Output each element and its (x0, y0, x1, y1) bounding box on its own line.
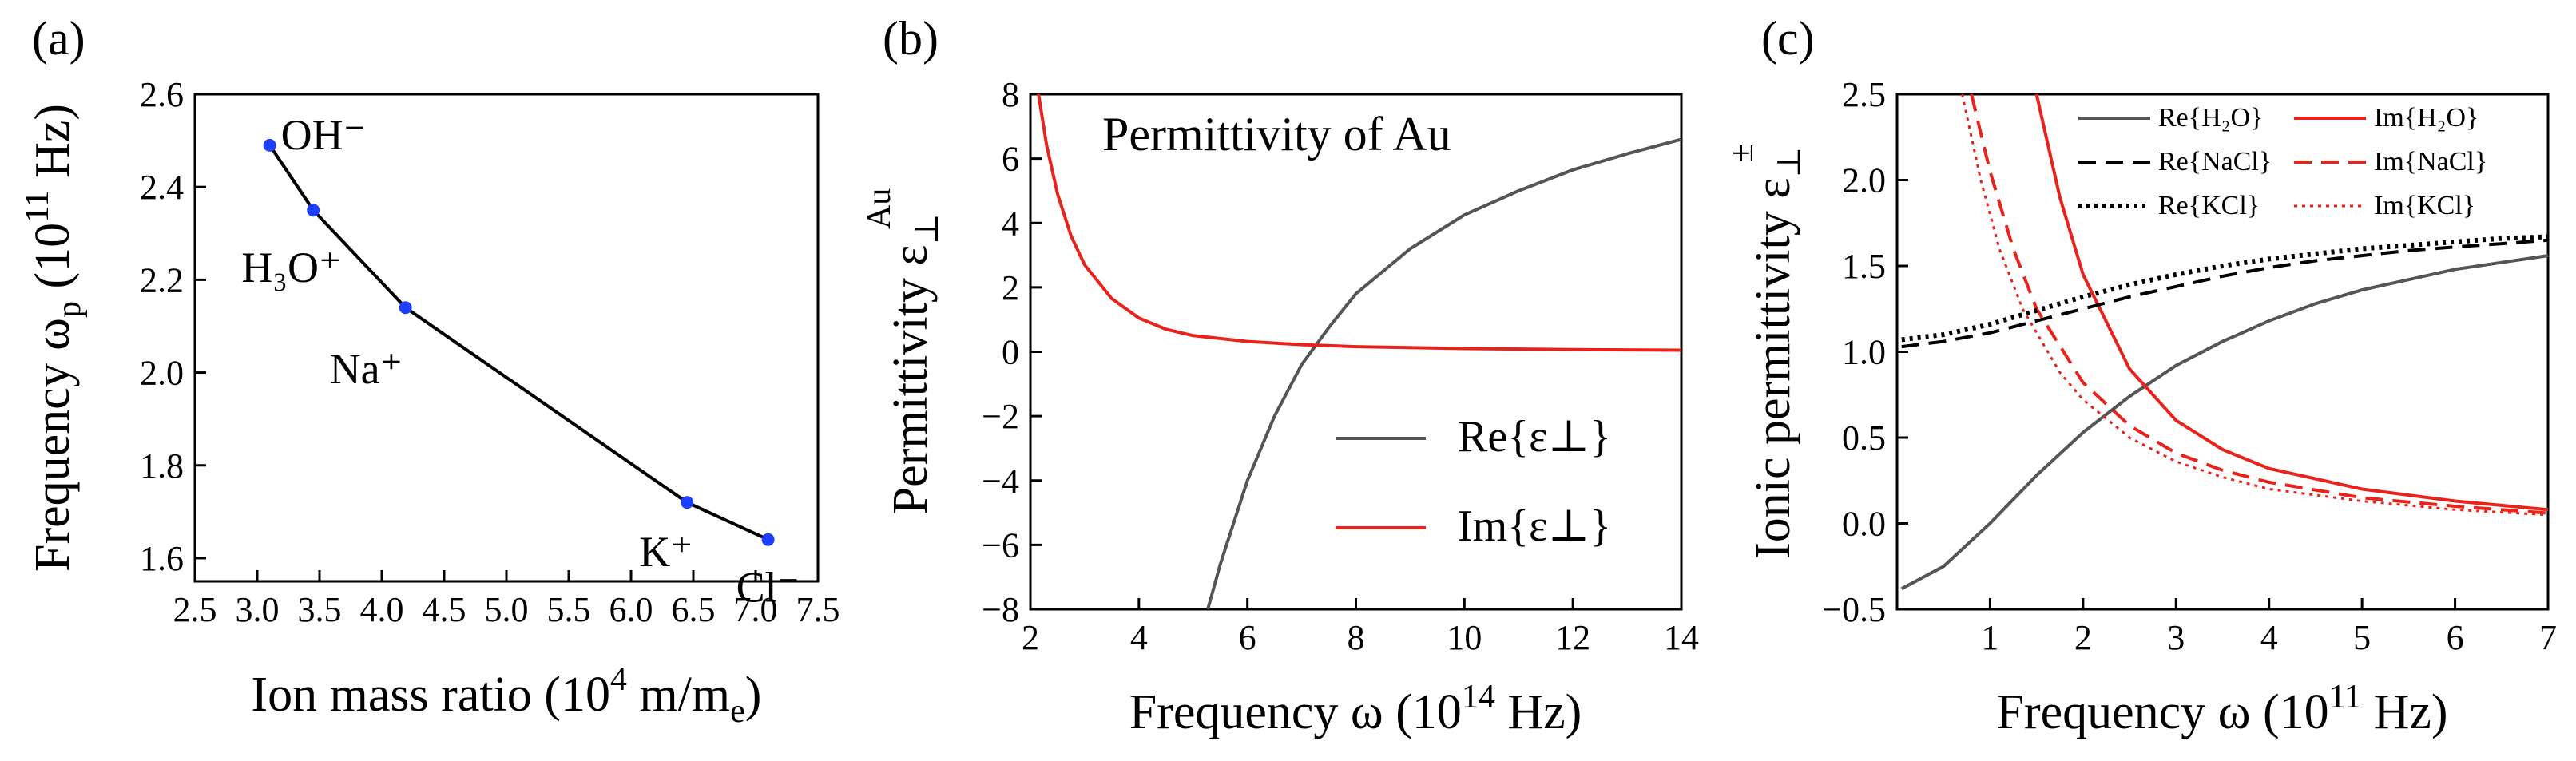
panel-c-legend-label: Re{KCl} (2158, 191, 2260, 220)
panel-a-ylabel: Frequency ωp (1011 Hz) (19, 104, 88, 572)
panel-b-legend: Re{ε⊥} Im{ε⊥} (1336, 412, 1611, 551)
panel-b-ytick-label: −4 (982, 462, 1019, 501)
panel-a-frame (193, 93, 820, 583)
panel-b-xtick-label: 10 (1447, 618, 1482, 657)
panel-b-series-line (1206, 137, 1682, 610)
panel-a-ytick-label: 1.8 (140, 446, 184, 486)
panel-a-point (681, 496, 694, 509)
panel-c-xtick-label: 2 (2074, 618, 2092, 657)
panel-a-xtick-label: 4.0 (360, 590, 404, 629)
panel-b-ytick-label: 4 (1002, 204, 1019, 243)
panel-c-xtick-label: 5 (2353, 618, 2371, 657)
panel-a-xtick-label: 7.5 (796, 590, 840, 629)
panel-a-point-label: Na⁺ (330, 345, 403, 393)
panel-c-ytick-label: 2.5 (1842, 75, 1886, 114)
panel-c-legend-label: Re{NaCl} (2158, 147, 2272, 176)
panel-b-xtick-label: 4 (1130, 618, 1148, 657)
panel-a-xtick-label: 6.0 (609, 590, 653, 629)
panel-b-legend-label: Re{ε⊥} (1458, 412, 1611, 462)
panel-a-plot: OH⁻ H₃O⁺ Na⁺ K⁺ Cl⁻ (241, 111, 800, 612)
panel-a-xtick-label: 2.5 (173, 590, 217, 629)
panel-c-legend-label: Im{NaCl} (2374, 147, 2487, 176)
panel-a-xtick-label: 6.5 (672, 590, 716, 629)
panel-a-point (263, 138, 276, 152)
panel-b-title: Permittivity of Au (1102, 108, 1451, 161)
panel-b-ticks: 2 4 6 8 10 12 14 8 6 4 2 0 −2 −4 −6 −8 (982, 75, 1699, 657)
panel-c-label: (c) (1761, 12, 1815, 65)
panel-c-legend-label: Im{H₂O} (2374, 103, 2479, 133)
panel-c-ticks: 1 2 3 4 5 6 7 2.5 2.0 1.5 1.0 0.5 0.0 −0.5 (1822, 75, 2557, 657)
panel-c-ytick-label: 1.5 (1842, 247, 1886, 286)
panel-c-series-line (2034, 93, 2549, 512)
panel-a-xlabel: Ion mass ratio (104 m/me) (252, 661, 762, 730)
panel-b-label: (b) (883, 12, 939, 65)
panel-c-series-line (1901, 234, 2549, 343)
panel-c-ytick-label: 2.0 (1842, 161, 1886, 200)
panel-c-series-line (1961, 93, 2549, 517)
panel-a-ytick-label: 2.4 (140, 168, 184, 207)
panel-c-legend-label: Re{H₂O} (2158, 103, 2263, 133)
panel-c-xlabel: Frequency ω (1011 Hz) (1996, 679, 2447, 739)
panel-c: (c) 1 2 3 4 5 6 7 2.5 2.0 1.5 1.0 0.5 0.0 −0.5 Re{H₂O… (1724, 12, 2557, 739)
panel-c-ytick-label: 1.0 (1842, 333, 1886, 372)
panel-c-ylabel: Ionic permittivity ε⊥± (1724, 144, 1808, 559)
panel-b-ytick-label: 6 (1002, 140, 1019, 179)
panel-b-ytick-label: −8 (982, 590, 1019, 629)
panel-a-point (307, 204, 320, 217)
panel-b: (b) 2 4 6 8 10 12 14 8 6 4 2 0 −2 −4 −6 −8 Permittivity… (861, 12, 1699, 739)
panel-b-xtick-label: 6 (1239, 618, 1256, 657)
panel-a-label: (a) (32, 12, 85, 65)
panel-a-ticks: 2.5 3.0 3.5 4.0 4.5 5.0 5.5 6.0 6.5 7.0 7.5 1.6 1.8 2… (140, 75, 840, 629)
panel-b-plot (1037, 93, 1682, 610)
panel-a-xtick-label: 3.0 (236, 590, 280, 629)
panel-a-point-label: K⁺ (639, 528, 693, 576)
panel-b-xtick-label: 8 (1348, 618, 1365, 657)
panel-b-xlabel: Frequency ω (1014 Hz) (1129, 679, 1582, 739)
panel-a-ytick-label: 2.0 (140, 354, 184, 393)
panel-a-curve (268, 144, 769, 541)
panel-a-xtick-label: 4.5 (423, 590, 466, 629)
panel-c-xtick-label: 7 (2539, 618, 2557, 657)
panel-c-ytick-label: −0.5 (1822, 590, 1886, 629)
panel-a-ytick-label: 1.6 (140, 539, 184, 578)
panel-a-xtick-label: 3.5 (298, 590, 342, 629)
panel-b-ytick-label: 8 (1002, 75, 1019, 114)
panel-c-series-line (1900, 254, 2549, 590)
panel-a: (a) 2.5 3.0 3.5 4.0 4.5 5.0 5.5 6.0 6.5 7.0 7.5 1.6… (19, 12, 840, 730)
panel-c-plot (1900, 93, 2549, 590)
panel-a-ytick-label: 2.2 (140, 260, 184, 299)
panel-c-ytick-label: 0.0 (1842, 505, 1886, 544)
panel-b-ytick-label: −2 (982, 397, 1019, 436)
panel-a-point-label: Cl⁻ (736, 564, 800, 612)
panel-a-xtick-label: 7.0 (734, 590, 778, 629)
panel-a-point (761, 533, 775, 546)
panel-c-series-line (1970, 93, 2549, 515)
panel-b-series-line (1037, 93, 1682, 352)
panel-c-legend-label: Im{KCl} (2374, 191, 2475, 220)
panel-b-xtick-label: 14 (1664, 618, 1699, 657)
panel-c-series-line (1901, 238, 2549, 349)
panel-b-ylabel: Permittivity ε⊥Au (861, 188, 946, 515)
panel-a-point-label: OH⁻ (281, 111, 367, 159)
panel-a-xtick-label: 5.5 (547, 590, 591, 629)
panel-a-point-label: H₃O⁺ (241, 244, 341, 291)
panel-c-xtick-label: 3 (2167, 618, 2185, 657)
panel-c-ytick-label: 0.5 (1842, 418, 1886, 458)
panel-b-xtick-label: 2 (1022, 618, 1039, 657)
panel-b-ytick-label: 2 (1002, 268, 1019, 307)
panel-c-xtick-label: 4 (2260, 618, 2278, 657)
panel-c-legend: Re{H₂O} Im{H₂O} Re{NaCl} Im{NaCl} Re{KCl} Im{… (2078, 103, 2487, 220)
panel-b-xtick-label: 12 (1555, 618, 1590, 657)
panel-c-xtick-label: 6 (2447, 618, 2464, 657)
panel-c-xtick-label: 1 (1981, 618, 1998, 657)
panel-b-legend-label: Im{ε⊥} (1458, 501, 1611, 551)
panel-b-ytick-label: 0 (1002, 333, 1019, 372)
panel-a-xtick-label: 5.0 (485, 590, 529, 629)
panel-b-ytick-label: −6 (982, 525, 1019, 565)
panel-a-point (399, 301, 412, 315)
panel-a-ytick-label: 2.6 (140, 75, 184, 114)
